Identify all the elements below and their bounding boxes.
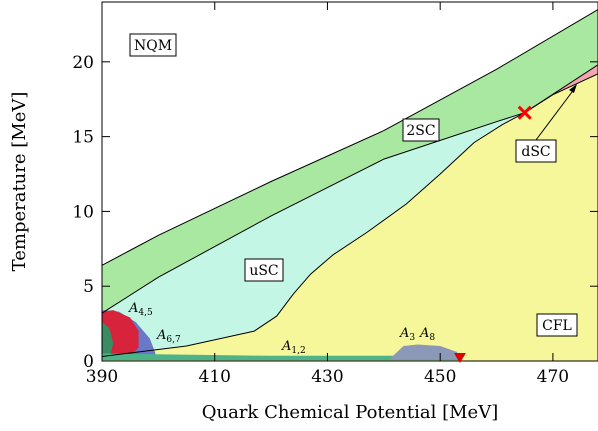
- y-tick-label: 15: [72, 128, 94, 148]
- label-2sc-box: [402, 118, 440, 142]
- label-nqm: NQM: [134, 38, 172, 54]
- critical-point-cross-marker: [517, 105, 532, 120]
- usc-cfl-boundary: [101, 112, 525, 357]
- label-cfl-box: [536, 313, 578, 337]
- usc-region: [102, 112, 525, 357]
- plot-frame: [101, 1, 598, 362]
- y-tick-label: 5: [83, 277, 94, 297]
- y-tick-label: 10: [72, 202, 94, 222]
- 2sc-region: [102, 9, 598, 314]
- dsc-cfl-boundary: [524, 73, 598, 114]
- y-axis-label: Temperature [MeV]: [9, 92, 30, 272]
- label-dsc: dSC: [521, 144, 550, 160]
- gapless-a12-region: [102, 353, 460, 361]
- y-tick-label: 0: [83, 352, 94, 372]
- x-tick-label: 390: [86, 367, 118, 387]
- x-tick-label: 450: [424, 367, 456, 387]
- label-a12-sub: 1,2: [291, 346, 305, 356]
- x-tick-label: 470: [537, 367, 569, 387]
- label-a8-sub: 8: [429, 333, 435, 343]
- dsc-arrow-line: [535, 87, 576, 141]
- upper-2sc-boundary: [101, 9, 598, 266]
- label-nqm-box: [129, 33, 177, 57]
- label-a3-sub: 3: [409, 333, 415, 343]
- x-axis-label: Quark Chemical Potential [MeV]: [202, 402, 498, 423]
- cfl-region: [102, 73, 598, 362]
- label-usc: uSC: [249, 263, 278, 279]
- triangle-marker: [453, 353, 466, 363]
- x-tick-label: 430: [311, 367, 343, 387]
- label-cfl: CFL: [542, 318, 572, 334]
- label-a45-sub: 4,5: [138, 308, 153, 318]
- phase-regions: [102, 2, 598, 362]
- dsc-arrow-head: [569, 84, 577, 93]
- label-usc-box: [244, 258, 284, 282]
- label-2sc: 2SC: [406, 123, 435, 139]
- markers: [453, 105, 532, 363]
- x-tick-label: 410: [199, 367, 231, 387]
- label-a67-sub: 6,7: [166, 335, 181, 345]
- gapless-core-region: [102, 322, 114, 358]
- axes: 390 410 430 450 470 0 5 10 15 20 Quark Chemical Po…: [9, 1, 598, 423]
- gapless-a38-region: [389, 344, 460, 360]
- y-tick-label: 20: [72, 53, 94, 73]
